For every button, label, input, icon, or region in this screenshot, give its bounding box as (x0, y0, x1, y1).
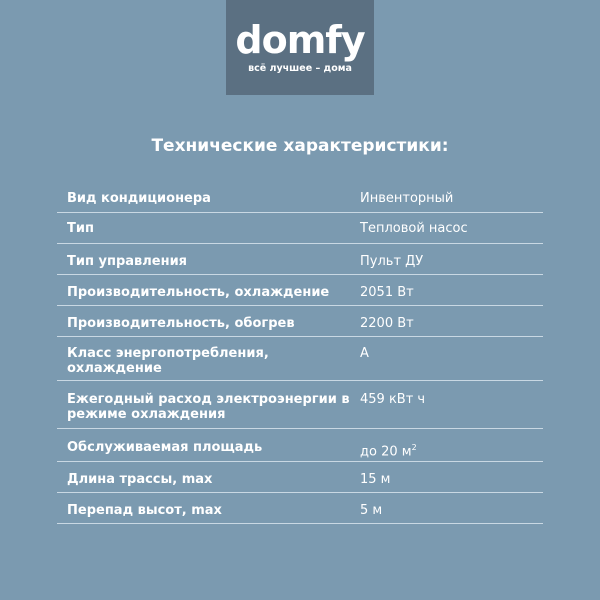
table-row: Перепад высот, max 5 м (57, 493, 543, 524)
spec-value: 2051 Вт (360, 285, 414, 300)
logo-tagline: всё лучшее – дома (248, 63, 352, 74)
logo-wordmark: domfy (235, 18, 365, 62)
spec-value: Пульт ДУ (360, 254, 424, 269)
spec-key: Производительность, обогрев (67, 316, 295, 331)
spec-key: Обслуживаемая площадь (67, 440, 263, 455)
spec-key: Тип управления (67, 254, 188, 269)
spec-key: Класс энергопотребления, охлаждение (67, 346, 269, 376)
spec-key: Длина трассы, max (67, 472, 213, 487)
table-row: Вид кондиционера Инвенторный (57, 184, 543, 213)
specs-table: Вид кондиционера Инвенторный Тип Тепловой … (57, 184, 543, 524)
spec-value: 459 кВт ч (360, 392, 426, 407)
table-row: Производительность, охлаждение 2051 Вт (57, 275, 543, 306)
spec-key: Тип (67, 221, 94, 236)
spec-value: до 20 м2 (360, 429, 417, 461)
table-row: Обслуживаемая площадь до 20 м2 (57, 429, 543, 462)
page-title: Технические характеристики: (151, 136, 449, 156)
table-row: Класс энергопотребления, охлаждение A (57, 337, 543, 381)
area-value: до 20 м (360, 444, 412, 460)
spec-key: Перепад высот, max (67, 503, 222, 518)
table-row: Длина трассы, max 15 м (57, 462, 543, 493)
table-row: Ежегодный расход электроэнергии в режиме… (57, 381, 543, 429)
domfy-logo: domfy всё лучшее – дома (226, 0, 374, 95)
spec-key: Ежегодный расход электроэнергии в режиме… (67, 392, 350, 422)
table-row: Тип Тепловой насос (57, 213, 543, 244)
spec-value: 15 м (360, 472, 391, 487)
spec-value: A (360, 346, 369, 361)
area-unit-exponent: 2 (411, 443, 417, 452)
spec-key: Производительность, охлаждение (67, 285, 330, 300)
spec-key: Вид кондиционера (67, 191, 211, 206)
spec-value: 2200 Вт (360, 316, 414, 331)
spec-value: 5 м (360, 503, 383, 518)
spec-value: Инвенторный (360, 191, 454, 206)
table-row: Тип управления Пульт ДУ (57, 244, 543, 275)
table-row: Производительность, обогрев 2200 Вт (57, 306, 543, 337)
spec-value: Тепловой насос (360, 221, 468, 236)
